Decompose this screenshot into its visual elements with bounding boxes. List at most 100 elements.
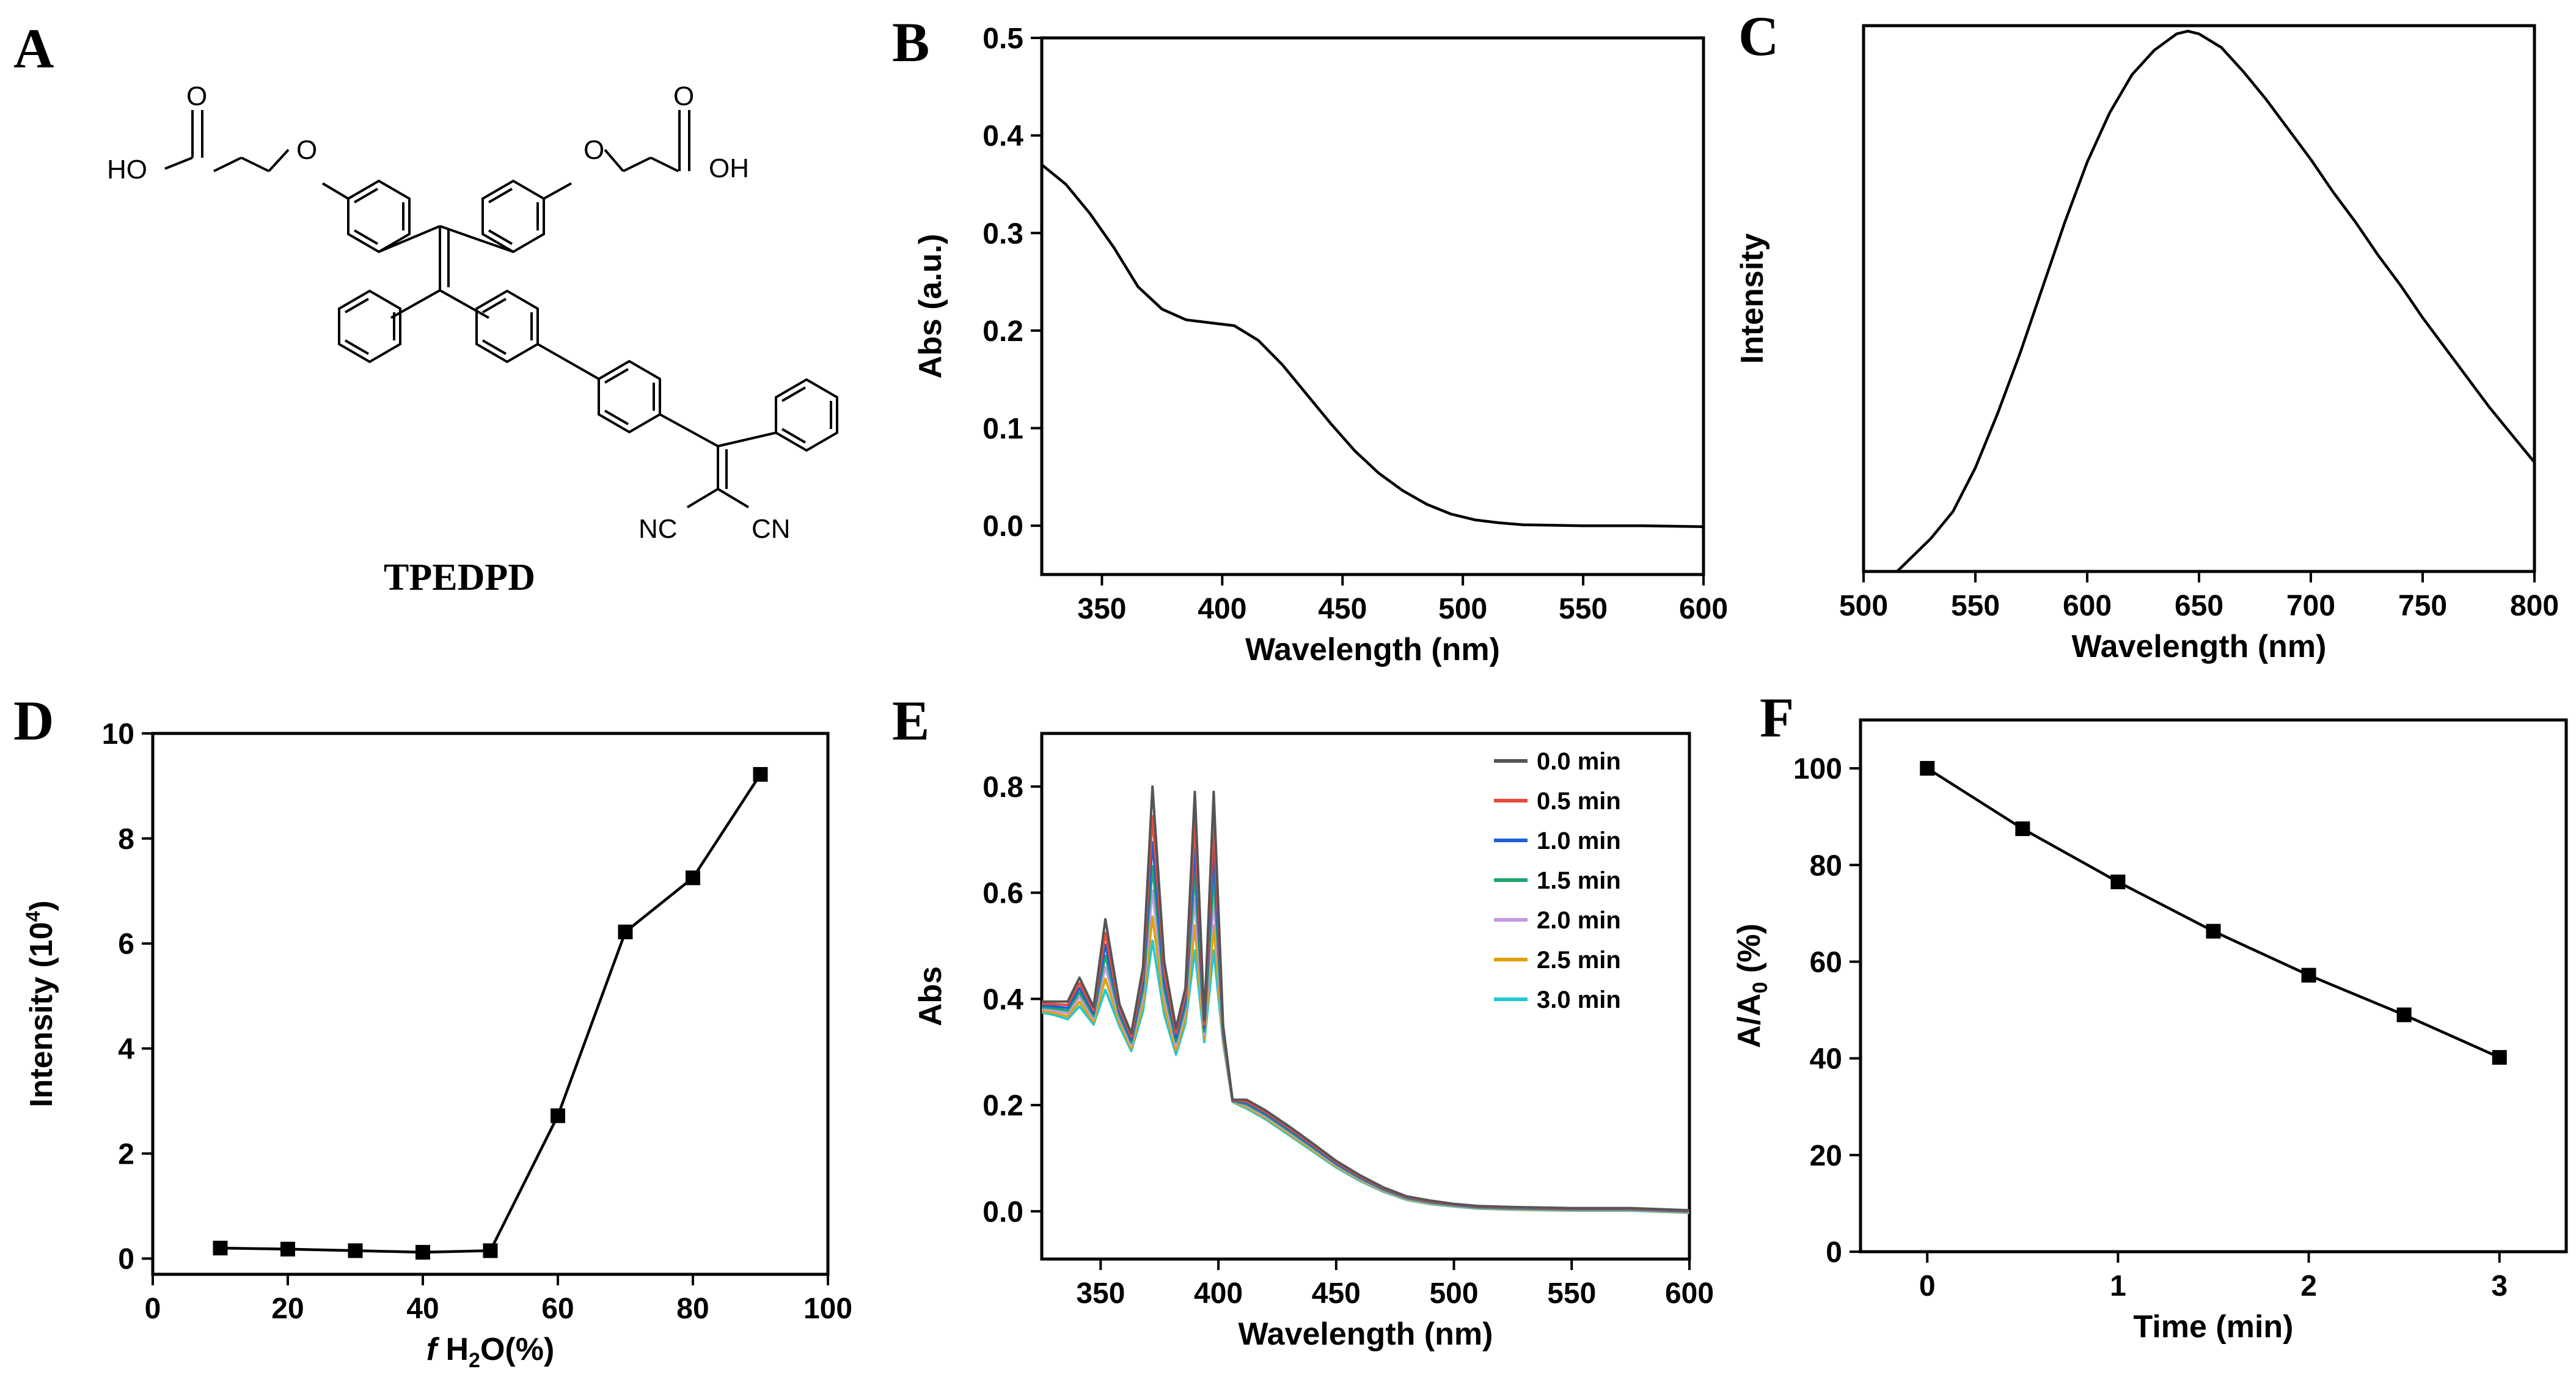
legend-label: 2.5 min xyxy=(1537,947,1621,974)
y-tick-label: 60 xyxy=(1810,946,1842,979)
legend-label: 1.5 min xyxy=(1537,867,1621,894)
plot-frame xyxy=(1859,718,2568,1254)
data-point xyxy=(2492,1050,2507,1065)
x-tick-label: 600 xyxy=(2063,590,2112,622)
y-axis-label: Intensity xyxy=(1735,233,1770,364)
nitrile-left: NC xyxy=(639,514,678,544)
plot-frame xyxy=(1040,732,1691,1261)
x-axis-label: Time (min) xyxy=(2134,1309,2294,1345)
data-point xyxy=(280,1241,295,1257)
y-tick-label: 40 xyxy=(1810,1043,1842,1076)
data-point xyxy=(2396,1007,2412,1023)
panel-label-d: D xyxy=(13,689,54,752)
x-tick-label: 550 xyxy=(1547,1277,1596,1310)
x-tick-label: 400 xyxy=(1194,1277,1243,1310)
legend-label: 0.5 min xyxy=(1537,788,1621,815)
y-axis-label: Abs xyxy=(913,966,948,1026)
chart-c: 500 550 600 650 700 750 800 Wavelength (nm) Inte… xyxy=(1735,24,2559,664)
x-tick-label: 100 xyxy=(803,1293,852,1325)
y-tick-label: 0.2 xyxy=(982,315,1023,348)
plot-frame xyxy=(1040,36,1705,576)
ether-o-left: O xyxy=(296,135,317,165)
data-point xyxy=(2110,874,2126,889)
absorption-line xyxy=(1041,163,1704,529)
data-point xyxy=(686,870,700,886)
y-axis-label: Abs (a.u.) xyxy=(913,234,948,379)
y-tick-label: 2 xyxy=(118,1138,134,1170)
x-tick-label: 500 xyxy=(1839,590,1888,622)
y-tick-label: 0.1 xyxy=(982,413,1023,446)
data-point xyxy=(551,1108,565,1123)
spectrum-30 xyxy=(1041,939,1690,1214)
chart-b: 350 400 450 500 550 600 0.0 0.1 0.2 0.3 0.4 0.5 Wave… xyxy=(913,23,1728,667)
hydroxyl-left: HO xyxy=(107,155,147,185)
x-label-rest: O(%) xyxy=(480,1332,554,1367)
x-tick-label: 700 xyxy=(2286,590,2335,622)
x-tick-label: 40 xyxy=(406,1293,439,1325)
x-tick-label: 0 xyxy=(145,1293,161,1325)
x-tick-label: 2 xyxy=(2300,1270,2317,1302)
data-point xyxy=(415,1244,430,1260)
y-tick-label: 0.6 xyxy=(982,878,1023,910)
x-tick-label: 400 xyxy=(1198,593,1246,625)
data-point xyxy=(483,1243,498,1258)
x-label-h: H xyxy=(445,1332,469,1367)
panel-label-c: C xyxy=(1738,5,1779,67)
y-tick-label: 80 xyxy=(1810,850,1842,882)
data-point xyxy=(753,767,768,782)
data-point xyxy=(2206,924,2221,939)
data-point xyxy=(213,1241,228,1256)
x-tick-label: 350 xyxy=(1077,593,1126,625)
y-label-sub: 0 xyxy=(1749,982,1772,993)
x-axis-label: Wavelength (nm) xyxy=(2072,629,2327,664)
chart-e: 350 400 450 500 550 600 0.0 0.2 0.4 0.6 0.8 Wavelen… xyxy=(913,732,1714,1352)
carbonyl-o-right: O xyxy=(673,81,694,111)
plot-frame xyxy=(151,732,830,1276)
chemical-labels: O O HO OH O O NC CN TPEDPD xyxy=(107,81,791,598)
y-axis-label: Intensity (104) xyxy=(22,900,59,1107)
x-tick-label: 750 xyxy=(2398,590,2447,622)
panel-label-b: B xyxy=(892,11,929,73)
y-tick-label: 8 xyxy=(118,823,134,856)
y-tick-label: 4 xyxy=(118,1034,134,1066)
y-tick-label: 0.0 xyxy=(982,1196,1023,1228)
x-tick-label: 500 xyxy=(1438,593,1487,625)
y-tick-label: 0.2 xyxy=(982,1090,1023,1122)
spectrum-20 xyxy=(1041,889,1690,1213)
panel-label-e: E xyxy=(892,689,929,752)
x-tick-label: 650 xyxy=(2175,590,2223,622)
emission-line xyxy=(1896,29,2536,573)
y-axis-label: A/A0 (%) xyxy=(1732,924,1772,1048)
x-axis-label: f H2O(%) xyxy=(426,1332,555,1372)
carbonyl-o-left: O xyxy=(186,81,207,111)
y-tick-label: 0.3 xyxy=(982,218,1023,250)
hydroxyl-right: OH xyxy=(709,153,749,183)
spectrum-00 xyxy=(1042,785,1690,1212)
x-tick-label: 0 xyxy=(1919,1270,1936,1302)
x-tick-label: 350 xyxy=(1076,1277,1125,1310)
x-tick-label: 450 xyxy=(1318,593,1367,625)
data-point xyxy=(2015,821,2030,836)
legend-label: 1.0 min xyxy=(1537,828,1621,854)
y-label-main: Intensity (10 xyxy=(24,922,59,1107)
y-tick-label: 0 xyxy=(118,1243,134,1276)
x-tick-label: 80 xyxy=(676,1293,709,1325)
compound-name: TPEDPD xyxy=(384,557,535,598)
y-label-a: A/A xyxy=(1732,993,1767,1048)
legend-label: 0.0 min xyxy=(1537,748,1621,775)
ether-o-right: O xyxy=(584,135,604,165)
nitrile-right: CN xyxy=(752,514,791,544)
x-tick-label: 600 xyxy=(1679,593,1728,625)
legend-label: 3.0 min xyxy=(1537,986,1621,1013)
y-tick-label: 0.8 xyxy=(982,771,1023,804)
panel-label-a: A xyxy=(13,17,54,79)
x-label-sub: 2 xyxy=(469,1349,480,1372)
y-tick-label: 0.5 xyxy=(982,23,1023,55)
x-tick-label: 60 xyxy=(541,1293,574,1325)
y-tick-label: 0.4 xyxy=(982,983,1023,1016)
x-tick-label: 550 xyxy=(1559,593,1608,625)
legend-label: 2.0 min xyxy=(1537,907,1621,934)
